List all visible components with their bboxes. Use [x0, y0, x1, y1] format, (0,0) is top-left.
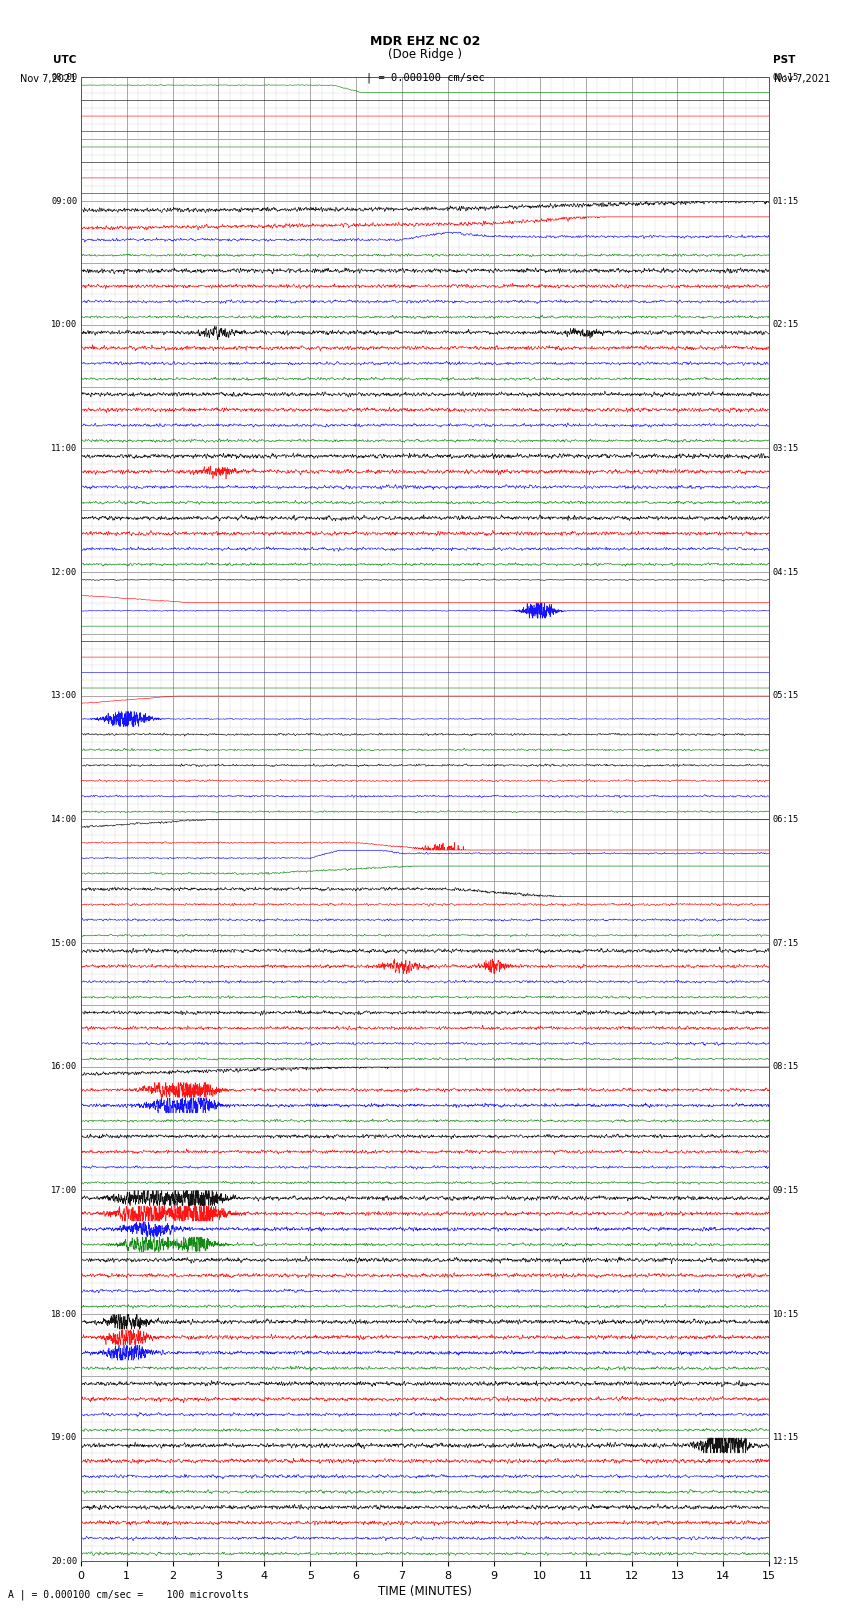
- X-axis label: TIME (MINUTES): TIME (MINUTES): [378, 1586, 472, 1598]
- Text: 09:00: 09:00: [51, 197, 77, 205]
- Text: 00:15: 00:15: [773, 73, 799, 82]
- Text: (Doe Ridge ): (Doe Ridge ): [388, 48, 462, 61]
- Text: 08:15: 08:15: [773, 1063, 799, 1071]
- Text: UTC: UTC: [53, 55, 76, 65]
- Text: 12:00: 12:00: [51, 568, 77, 576]
- Text: 12:15: 12:15: [773, 1557, 799, 1566]
- Text: 11:00: 11:00: [51, 444, 77, 453]
- Text: 16:00: 16:00: [51, 1063, 77, 1071]
- Text: 14:00: 14:00: [51, 815, 77, 824]
- Text: 01:15: 01:15: [773, 197, 799, 205]
- Text: 03:15: 03:15: [773, 444, 799, 453]
- Text: 06:15: 06:15: [773, 815, 799, 824]
- Text: 10:15: 10:15: [773, 1310, 799, 1318]
- Text: 13:00: 13:00: [51, 692, 77, 700]
- Text: 11:15: 11:15: [773, 1434, 799, 1442]
- Text: MDR EHZ NC 02: MDR EHZ NC 02: [370, 35, 480, 48]
- Text: 10:00: 10:00: [51, 321, 77, 329]
- Text: A | = 0.000100 cm/sec =    100 microvolts: A | = 0.000100 cm/sec = 100 microvolts: [8, 1589, 249, 1600]
- Text: 18:00: 18:00: [51, 1310, 77, 1318]
- Text: 17:00: 17:00: [51, 1186, 77, 1195]
- Text: 19:00: 19:00: [51, 1434, 77, 1442]
- Text: Nov 7,2021: Nov 7,2021: [774, 74, 830, 84]
- Text: 04:15: 04:15: [773, 568, 799, 576]
- Text: 08:00: 08:00: [51, 73, 77, 82]
- Text: 09:15: 09:15: [773, 1186, 799, 1195]
- Text: 15:00: 15:00: [51, 939, 77, 947]
- Text: 05:15: 05:15: [773, 692, 799, 700]
- Text: PST: PST: [774, 55, 796, 65]
- Text: 20:00: 20:00: [51, 1557, 77, 1566]
- Text: Nov 7,2021: Nov 7,2021: [20, 74, 76, 84]
- Text: 02:15: 02:15: [773, 321, 799, 329]
- Text: | = 0.000100 cm/sec: | = 0.000100 cm/sec: [366, 73, 484, 84]
- Text: 07:15: 07:15: [773, 939, 799, 947]
